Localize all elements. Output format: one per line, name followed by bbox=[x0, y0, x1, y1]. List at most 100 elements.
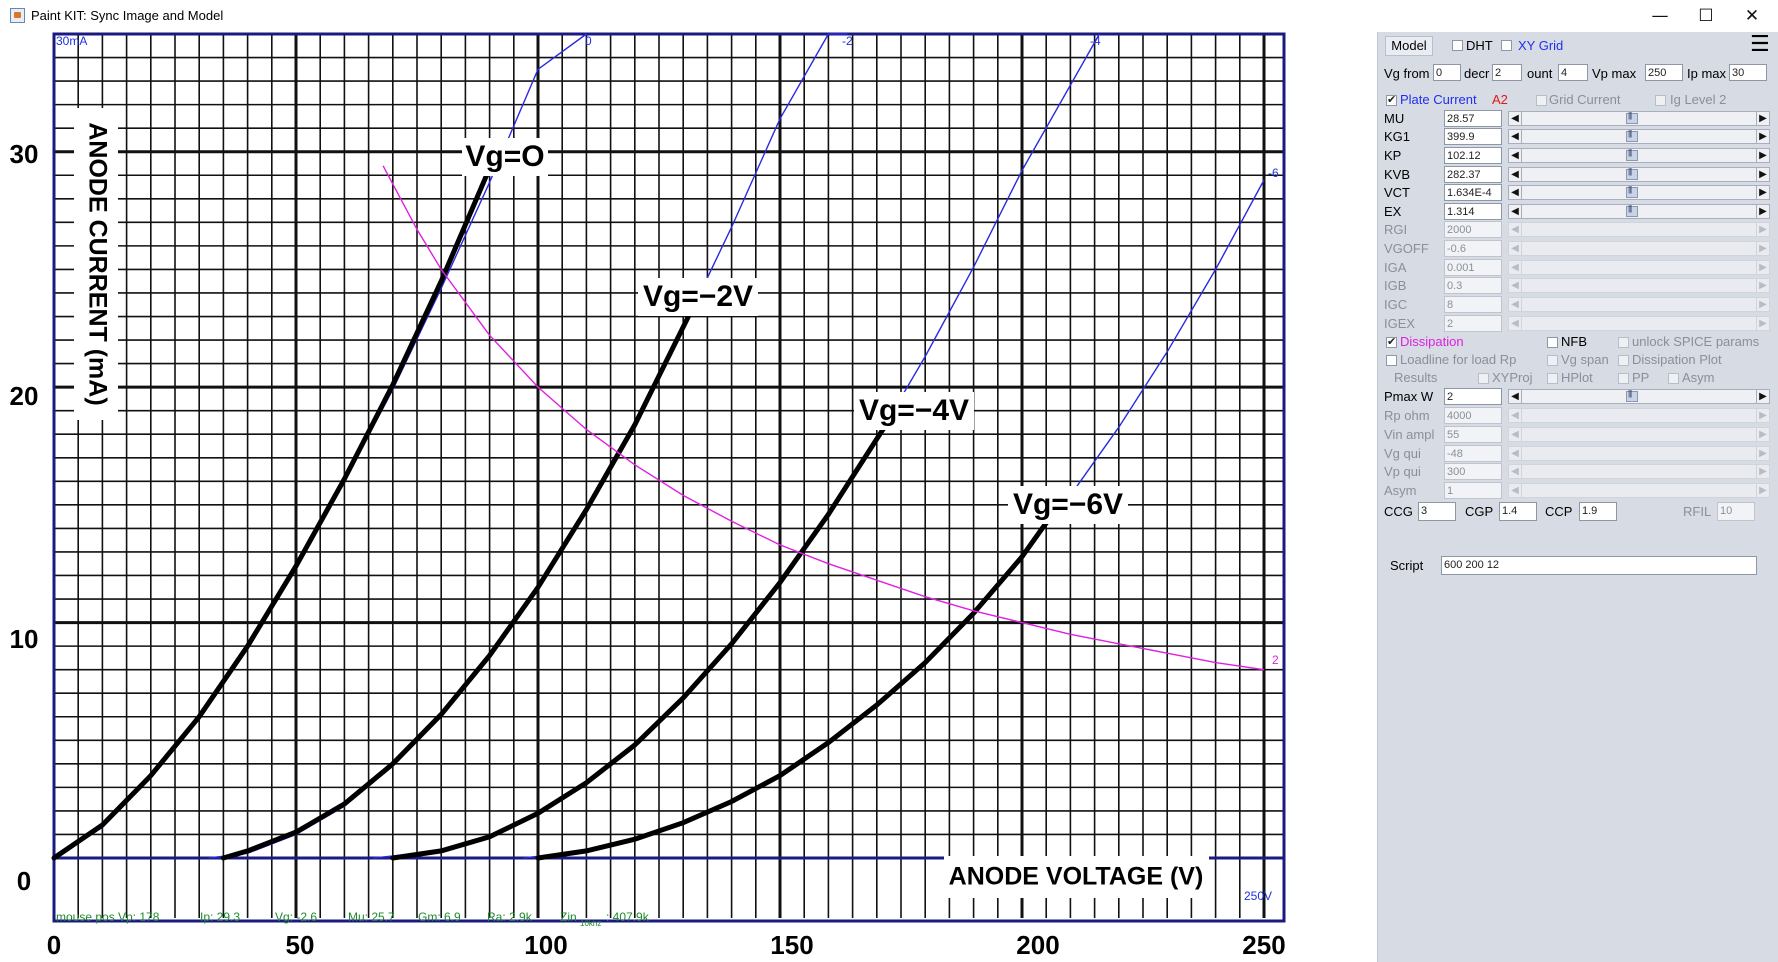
param-slider[interactable]: ◀▶ bbox=[1508, 297, 1770, 312]
param-field[interactable]: 1.634E-4 bbox=[1444, 184, 1502, 201]
param-slider[interactable]: ◀▶ bbox=[1508, 408, 1770, 423]
ig-level-checkbox[interactable] bbox=[1655, 95, 1666, 106]
curve-label-vg-2: Vg=−2V bbox=[638, 278, 758, 316]
param-field[interactable]: 399.9 bbox=[1444, 128, 1502, 145]
status-ra: Ra: 2.9k bbox=[487, 910, 533, 924]
vg-from-field[interactable]: 0 bbox=[1433, 64, 1461, 81]
x-tick-label: 150 bbox=[770, 930, 813, 960]
minimize-button[interactable]: — bbox=[1651, 6, 1669, 26]
param-field[interactable]: 282.37 bbox=[1444, 166, 1502, 183]
loadline-label: Loadline for load Rp bbox=[1400, 352, 1517, 367]
model-label-vg0: 0 bbox=[585, 34, 592, 48]
model-label-vg-6: -6 bbox=[1268, 166, 1279, 180]
param-slider[interactable]: ◀▶ bbox=[1508, 278, 1770, 293]
script-field[interactable]: 600 200 12 bbox=[1441, 556, 1757, 575]
status-zin: Zin bbox=[560, 910, 577, 924]
model-button[interactable]: Model bbox=[1385, 36, 1433, 56]
xyproj-checkbox[interactable] bbox=[1478, 373, 1489, 384]
param-label: MU bbox=[1384, 111, 1405, 126]
param-slider[interactable]: ◀▶ bbox=[1508, 111, 1770, 126]
xy-grid-checkbox[interactable] bbox=[1501, 40, 1512, 51]
nfb-checkbox[interactable] bbox=[1547, 337, 1558, 348]
param-label: EX bbox=[1384, 204, 1402, 219]
param-slider[interactable]: ◀▶ bbox=[1508, 167, 1770, 182]
window-title: Paint KIT: Sync Image and Model bbox=[31, 8, 224, 23]
vp-max-field[interactable]: 250 bbox=[1645, 64, 1683, 81]
param-field[interactable]: 0.3 bbox=[1444, 277, 1502, 294]
cgp-label: CGP bbox=[1465, 504, 1494, 519]
param-label: RGI bbox=[1384, 222, 1408, 237]
plate-curves-chart[interactable]: ANODE CURRENT (mA) ANODE VOLTAGE (V) Vg=… bbox=[0, 32, 1377, 962]
y-tick-label: 30 bbox=[10, 139, 39, 169]
unlock-spice-checkbox[interactable] bbox=[1618, 337, 1629, 348]
param-slider[interactable]: ◀▶ bbox=[1508, 260, 1770, 275]
param-field[interactable]: 8 bbox=[1444, 296, 1502, 313]
dissipation-plot-checkbox[interactable] bbox=[1618, 355, 1629, 366]
pmax-label: Pmax W bbox=[1384, 389, 1434, 404]
script-label: Script bbox=[1390, 558, 1424, 573]
ccp-field[interactable]: 1.9 bbox=[1579, 502, 1617, 521]
hplot-checkbox[interactable] bbox=[1547, 373, 1558, 384]
x-tick-label: 100 bbox=[524, 930, 567, 960]
menu-icon[interactable]: ☰ bbox=[1750, 32, 1770, 57]
grid-current-checkbox[interactable] bbox=[1536, 95, 1547, 106]
param-slider[interactable]: ◀▶ bbox=[1508, 464, 1770, 479]
nfb-label: NFB bbox=[1561, 334, 1587, 349]
param-slider[interactable]: ◀▶ bbox=[1508, 148, 1770, 163]
vg-from-label: Vg from bbox=[1384, 66, 1430, 81]
param-slider[interactable]: ◀▶ bbox=[1508, 241, 1770, 256]
loadline-checkbox[interactable] bbox=[1386, 355, 1397, 366]
asym-checkbox[interactable] bbox=[1668, 373, 1679, 384]
model-label-ipmax: 30mA bbox=[56, 34, 87, 48]
decr-field[interactable]: 2 bbox=[1492, 64, 1522, 81]
param-field[interactable]: 2 bbox=[1444, 315, 1502, 332]
param-field[interactable]: -0.6 bbox=[1444, 240, 1502, 257]
param-field[interactable]: 4000 bbox=[1444, 407, 1502, 424]
rfil-field[interactable]: 10 bbox=[1717, 502, 1755, 521]
major-grid bbox=[52, 34, 1284, 918]
param-slider[interactable]: ◀▶ bbox=[1508, 204, 1770, 219]
results-label[interactable]: Results bbox=[1394, 370, 1438, 385]
param-slider[interactable]: ◀▶ bbox=[1508, 316, 1770, 331]
status-mu: Mu: 25.7 bbox=[348, 910, 395, 924]
param-field[interactable]: -48 bbox=[1444, 445, 1502, 462]
ccg-field[interactable]: 3 bbox=[1418, 502, 1456, 521]
param-slider[interactable]: ◀▶ bbox=[1508, 483, 1770, 498]
param-slider[interactable]: ◀▶ bbox=[1508, 446, 1770, 461]
xy-grid-label: XY Grid bbox=[1518, 38, 1564, 53]
model-control-panel: Model DHT XY Grid ☰ Vg from 0 decr 2 oun… bbox=[1377, 32, 1778, 962]
pp-label: PP bbox=[1632, 370, 1650, 385]
dissipation-curve-group bbox=[382, 165, 1265, 671]
pp-checkbox[interactable] bbox=[1618, 373, 1629, 384]
param-field[interactable]: 102.12 bbox=[1444, 147, 1502, 164]
maximize-button[interactable]: ☐ bbox=[1698, 6, 1714, 26]
param-slider[interactable]: ◀▶ bbox=[1508, 185, 1770, 200]
x-axis-label-box: ANODE VOLTAGE (V) bbox=[944, 856, 1209, 898]
minor-grid bbox=[54, 33, 1284, 918]
param-field[interactable]: 1.314 bbox=[1444, 203, 1502, 220]
y-tick-label: 0 bbox=[17, 866, 31, 896]
param-field[interactable]: 2000 bbox=[1444, 221, 1502, 238]
close-button[interactable]: ✕ bbox=[1744, 6, 1760, 26]
param-field[interactable]: 28.57 bbox=[1444, 110, 1502, 127]
param-slider[interactable]: ◀▶ bbox=[1508, 222, 1770, 237]
param-field[interactable]: 55 bbox=[1444, 426, 1502, 443]
param-label: KG1 bbox=[1384, 129, 1411, 144]
svg-text:Vg=−4V: Vg=−4V bbox=[859, 394, 969, 427]
ip-max-field[interactable]: 30 bbox=[1729, 64, 1767, 81]
pmax-field[interactable]: 2 bbox=[1444, 388, 1502, 405]
param-field[interactable]: 1 bbox=[1444, 482, 1502, 499]
param-field[interactable]: 0.001 bbox=[1444, 259, 1502, 276]
param-label: Vg qui bbox=[1384, 446, 1421, 461]
vg-span-checkbox[interactable] bbox=[1547, 355, 1558, 366]
decr-label: decr bbox=[1464, 66, 1490, 81]
dissipation-checkbox[interactable] bbox=[1386, 335, 1397, 348]
param-slider[interactable]: ◀▶ bbox=[1508, 129, 1770, 144]
pmax-slider[interactable]: ◀▶ bbox=[1508, 389, 1770, 404]
plate-current-checkbox[interactable] bbox=[1386, 93, 1397, 106]
cgp-field[interactable]: 1.4 bbox=[1499, 502, 1537, 521]
param-slider[interactable]: ◀▶ bbox=[1508, 427, 1770, 442]
dht-checkbox[interactable] bbox=[1452, 40, 1463, 51]
param-field[interactable]: 300 bbox=[1444, 463, 1502, 480]
count-field[interactable]: 4 bbox=[1558, 64, 1588, 81]
